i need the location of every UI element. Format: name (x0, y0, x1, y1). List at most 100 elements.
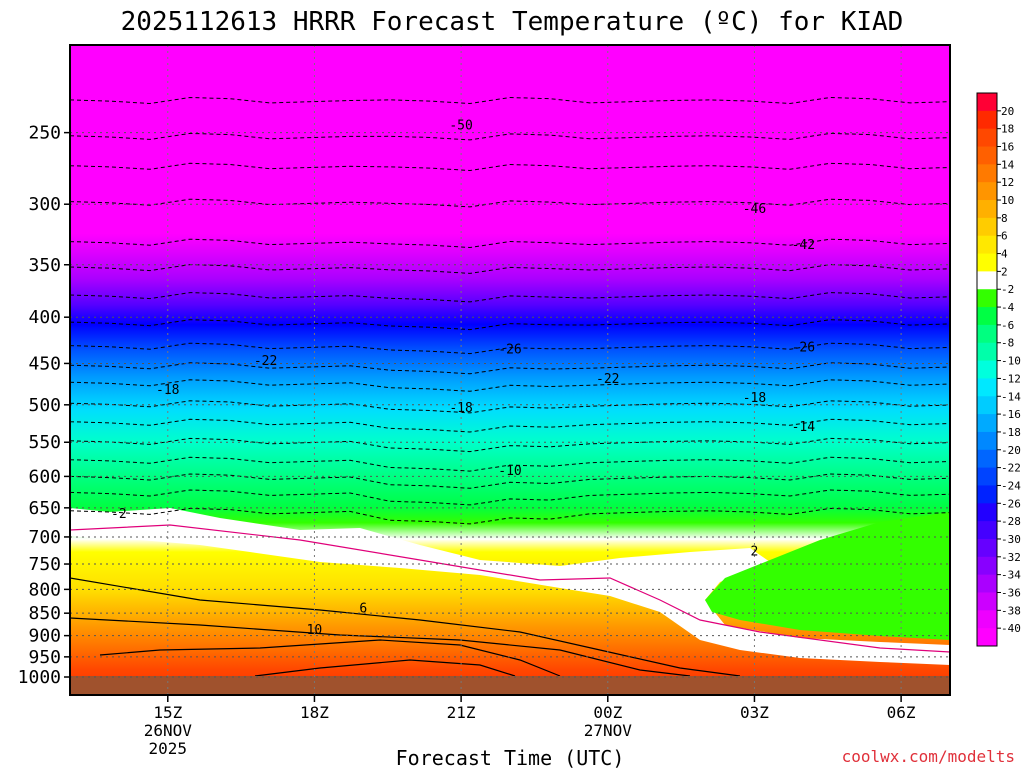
colorbar-swatch (977, 610, 997, 629)
contour-label: -22 (596, 372, 619, 387)
colorbar-label: -12 (1001, 372, 1021, 385)
plot-area: -50-46-42-26 -26-22-22-18-18-18-14-10-226… (70, 45, 950, 695)
y-tick-label: 1000 (18, 667, 61, 688)
contour-label: -18 (449, 401, 472, 416)
contour-labels: -50-46-42-26 -26-22-22-18-18-18-14-10-226… (111, 119, 815, 638)
colorbar-label: 16 (1001, 141, 1014, 154)
contour-label: -2 (111, 507, 127, 522)
plot-frame (69, 44, 951, 696)
colorbar-swatch (977, 235, 997, 255)
colorbar-label: -34 (1001, 569, 1021, 582)
colorbar-label: -6 (1001, 319, 1014, 332)
isotherm-line (70, 198, 950, 208)
y-tick-label: 450 (28, 353, 61, 374)
contour-label: -46 (743, 202, 766, 217)
colorbar-label: -14 (1001, 390, 1021, 403)
colorbar-swatch (977, 431, 997, 451)
isotherm-line (70, 96, 950, 105)
contour-label: 2 (751, 545, 759, 560)
y-tick-label: 850 (28, 603, 61, 624)
contour-label: 6 (359, 602, 367, 617)
colorbar-label: -30 (1001, 533, 1021, 546)
colorbar-label: -4 (1001, 301, 1015, 314)
y-tick-label: 900 (28, 626, 61, 647)
contour-label: -50 (449, 119, 472, 134)
colorbar-swatch (977, 449, 997, 469)
colorbar-swatch (977, 146, 997, 165)
colorbar-label: -26 (1001, 497, 1021, 510)
isotherm-line (70, 489, 950, 506)
contour-label: 10 (307, 623, 323, 638)
chart-title: 2025112613 HRRR Forecast Temperature (ºC… (121, 7, 904, 37)
isotherm-line (70, 362, 950, 375)
isotherm-line (70, 418, 950, 433)
x-tick-label: 00Z (593, 703, 622, 722)
colorbar-label: 12 (1001, 176, 1014, 189)
ground-surface (70, 676, 950, 695)
colorbar-swatch (977, 164, 997, 183)
y-tick-label: 250 (28, 123, 61, 144)
colorbar-label: 14 (1001, 158, 1015, 171)
colorbar-label: -36 (1001, 586, 1021, 599)
isotherm-line (99, 639, 561, 677)
x-axis-label: Forecast Time (UTC) (396, 746, 625, 768)
y-tick-label: 350 (28, 255, 61, 276)
colorbar-label: -10 (1001, 355, 1021, 368)
isotherm-line (254, 659, 516, 677)
isotherm-line (70, 379, 950, 392)
colorbar-label: -18 (1001, 426, 1021, 439)
colorbar-swatch (977, 324, 997, 344)
colorbar-label: -2 (1001, 283, 1014, 296)
colorbar-label: -8 (1001, 337, 1014, 350)
x-tick-label: 06Z (887, 703, 916, 722)
colorbar-swatch (977, 592, 997, 611)
x-tick-label: 26NOV (144, 721, 193, 740)
y-tick-label: 650 (28, 498, 61, 519)
isotherm-line (70, 342, 950, 355)
colorbar-swatch (977, 521, 997, 540)
colorbar-label: -38 (1001, 604, 1021, 617)
y-tick-label: 500 (28, 395, 61, 416)
colorbar-swatch (977, 307, 997, 326)
colorbar-swatch (977, 253, 997, 272)
colorbar-swatch (977, 467, 997, 486)
isotherm-contours (70, 96, 950, 677)
colorbar-swatch (977, 574, 997, 593)
subfreezing-pocket (705, 512, 950, 640)
y-tick-label: 800 (28, 579, 61, 600)
colorbar-swatch (977, 182, 997, 201)
colorbar-swatch (977, 414, 997, 433)
colorbar-label: 2 (1001, 265, 1008, 278)
freezing-layer-band (70, 508, 950, 665)
colorbar-swatch (977, 200, 997, 219)
isotherm-line (70, 162, 950, 172)
colorbar-label: -32 (1001, 551, 1021, 564)
colorbar-label: 8 (1001, 212, 1008, 225)
contour-label: -14 (792, 420, 816, 435)
grid-lines (70, 45, 950, 695)
colorbar-swatch (977, 628, 997, 647)
colorbar-swatch (977, 128, 997, 148)
colorbar-frame (976, 92, 998, 647)
colorbar-label: -16 (1001, 408, 1021, 421)
colorbar-swatch (977, 217, 997, 237)
isotherm-line (70, 617, 691, 677)
isotherm-line (70, 238, 950, 249)
y-tick-label: 300 (28, 194, 61, 215)
pressure-axis: 2503003504004505005506006507007508008509… (18, 123, 70, 688)
y-tick-label: 700 (28, 527, 61, 548)
isotherm-line (70, 577, 741, 677)
contour-label: -26 (792, 340, 815, 355)
freezing-isotherm (70, 524, 950, 653)
x-tick-label: 2025 (149, 739, 188, 758)
colorbar-label: -40 (1001, 622, 1021, 635)
y-tick-label: 600 (28, 466, 61, 487)
y-tick-label: 950 (28, 647, 61, 668)
isotherm-line (70, 292, 950, 303)
colorbar-swatch (977, 360, 997, 379)
colorbar-label: -24 (1001, 479, 1021, 492)
colorbar-label: 10 (1001, 194, 1014, 207)
x-tick-label: 15Z (153, 703, 182, 722)
colorbar-swatch (977, 289, 997, 308)
